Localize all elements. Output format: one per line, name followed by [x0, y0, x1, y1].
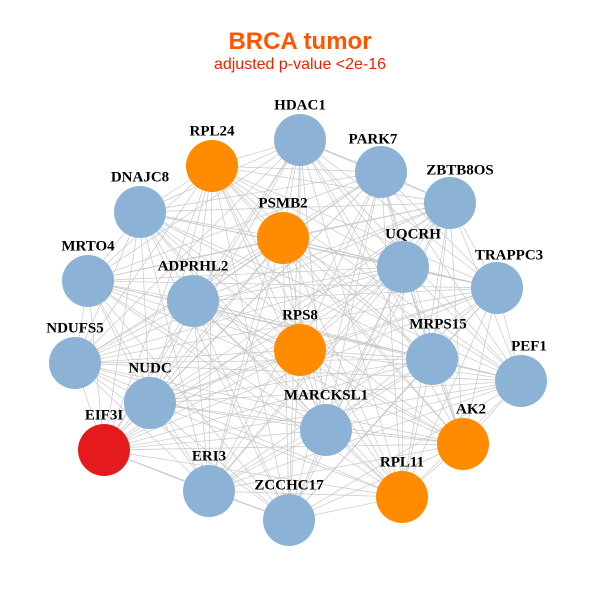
graph-edge	[193, 288, 497, 301]
gene-node-dnajc8[interactable]	[114, 186, 166, 238]
gene-node-marcksl1[interactable]	[300, 404, 352, 456]
gene-node-eri3[interactable]	[183, 465, 235, 517]
network-diagram: BRCA tumor adjusted p-value <2e-16 HDAC1…	[0, 0, 600, 600]
gene-node-mrps15[interactable]	[406, 333, 458, 385]
graph-edge	[88, 267, 403, 281]
gene-node-adprhl2[interactable]	[167, 275, 219, 327]
graph-edge	[402, 267, 403, 497]
gene-node-rps8[interactable]	[274, 324, 326, 376]
gene-node-hdac1[interactable]	[274, 114, 326, 166]
gene-node-trappc3[interactable]	[471, 262, 523, 314]
graph-edge	[209, 491, 402, 497]
gene-node-rpl24[interactable]	[186, 140, 238, 192]
gene-node-mrto4[interactable]	[62, 255, 114, 307]
graph-edge	[300, 203, 450, 350]
gene-node-psmb2[interactable]	[257, 212, 309, 264]
gene-node-pef1[interactable]	[495, 355, 547, 407]
graph-edge	[283, 238, 289, 520]
graph-edge	[289, 444, 463, 520]
gene-node-zcchc17[interactable]	[263, 494, 315, 546]
gene-node-park7[interactable]	[355, 146, 407, 198]
gene-node-zbtb8os[interactable]	[424, 177, 476, 229]
gene-node-rpl11[interactable]	[376, 471, 428, 523]
graph-edge	[88, 281, 497, 288]
gene-node-nudc[interactable]	[124, 377, 176, 429]
gene-node-eif3i[interactable]	[78, 424, 130, 476]
gene-node-uqcrh[interactable]	[377, 241, 429, 293]
gene-node-ndufs5[interactable]	[49, 337, 101, 389]
gene-node-ak2[interactable]	[437, 418, 489, 470]
